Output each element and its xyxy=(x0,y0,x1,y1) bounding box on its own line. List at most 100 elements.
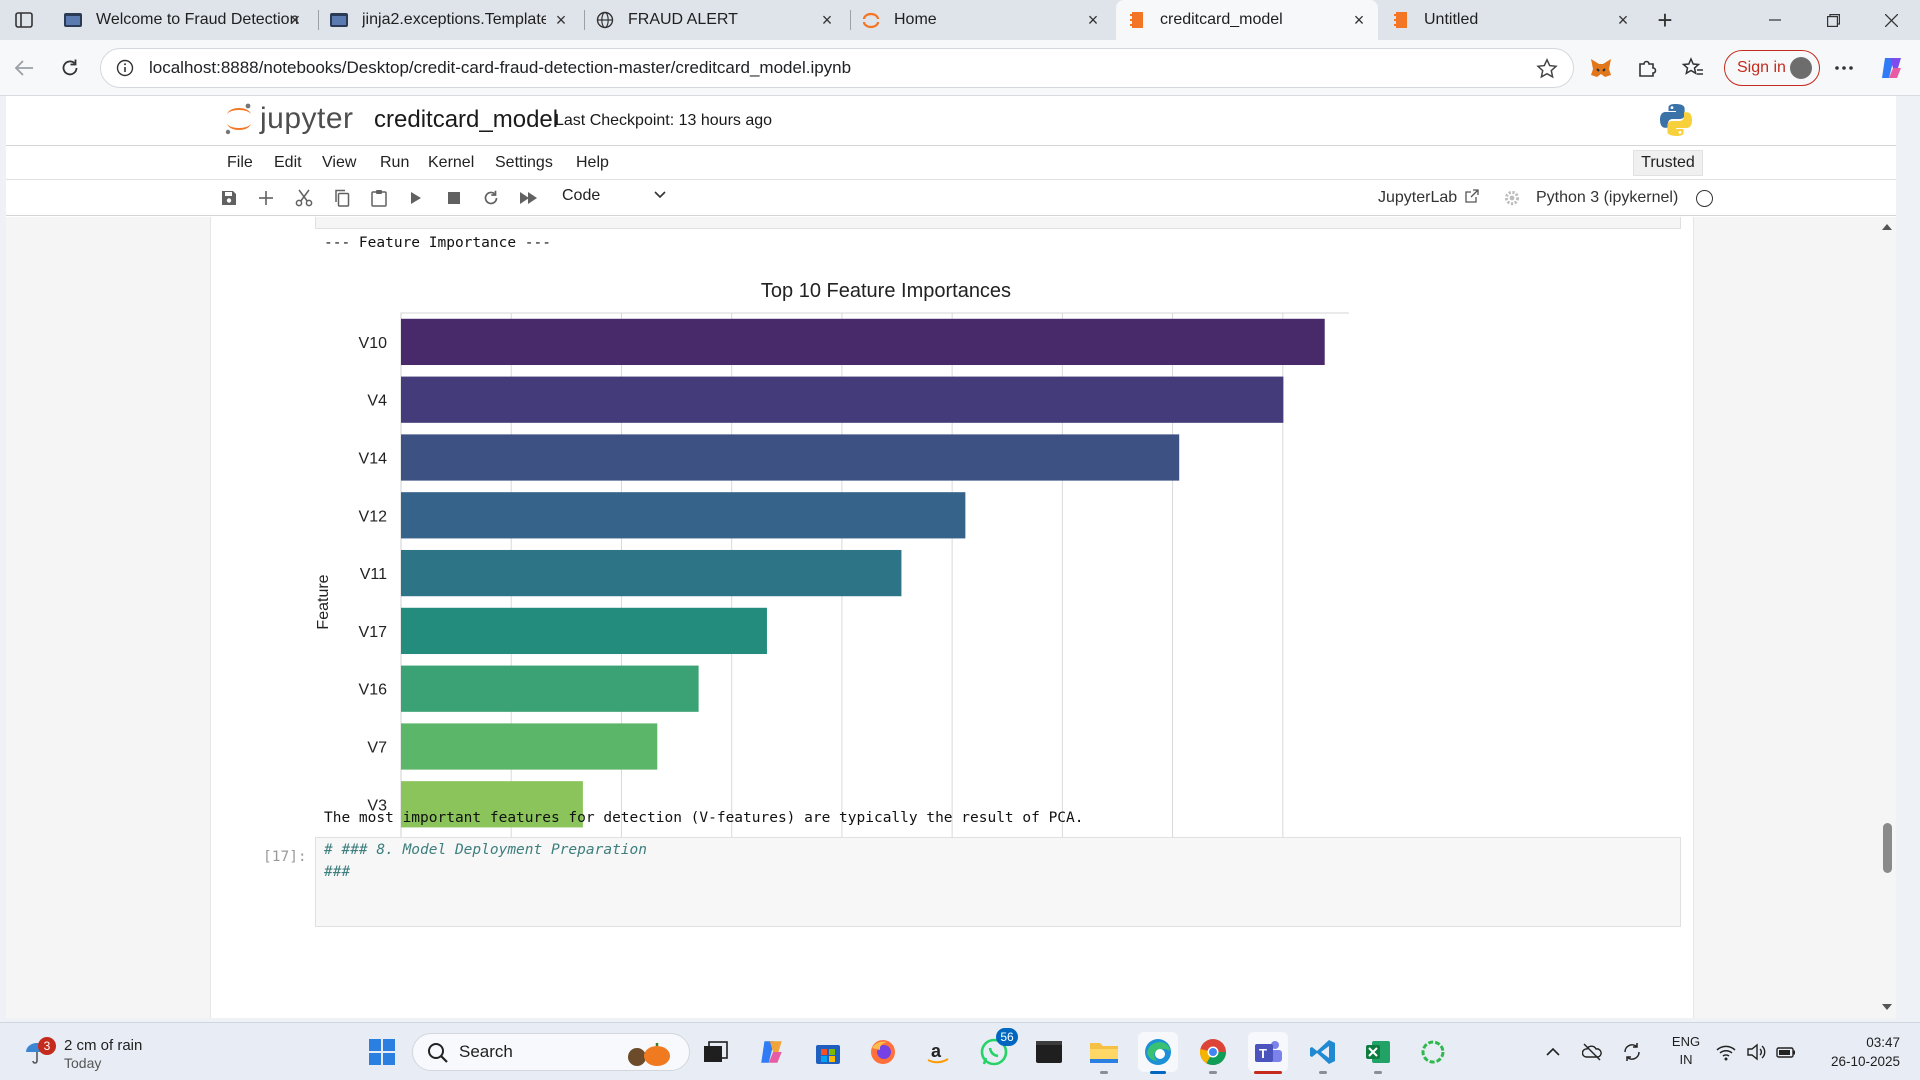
scroll-up-arrow-icon[interactable] xyxy=(1881,221,1893,233)
close-icon[interactable]: × xyxy=(555,9,567,30)
taskbar-edge[interactable] xyxy=(1138,1032,1178,1074)
minimize-button[interactable] xyxy=(1746,0,1804,40)
restart-kernel-button[interactable] xyxy=(480,187,502,209)
taskbar-app-ring[interactable] xyxy=(1413,1032,1453,1072)
taskbar-store[interactable] xyxy=(808,1032,848,1072)
menu-run[interactable]: Run xyxy=(380,154,410,171)
running-indicator xyxy=(1100,1071,1108,1074)
close-icon[interactable]: × xyxy=(1353,9,1365,30)
interrupt-kernel-button[interactable] xyxy=(443,187,465,209)
tab-fraud-alert[interactable]: FRAUD ALERT × xyxy=(584,0,846,40)
favorites-button[interactable] xyxy=(1679,54,1707,82)
terminal-icon xyxy=(1036,1041,1062,1063)
close-icon[interactable]: × xyxy=(1087,9,1099,30)
teams-icon: T xyxy=(1255,1041,1282,1062)
loading-ring-icon xyxy=(1421,1040,1445,1064)
notebook-title[interactable]: creditcard_model xyxy=(374,106,559,133)
bar xyxy=(401,434,1180,481)
back-button[interactable] xyxy=(10,54,38,82)
code-cell-editor[interactable]: # ### 8. Model Deployment Preparation ##… xyxy=(315,837,1681,927)
puzzle-icon xyxy=(1639,60,1657,77)
close-icon xyxy=(1884,13,1898,27)
notebook-scroll-area[interactable]: --- Feature Importance --- 0.000.020.040… xyxy=(6,217,1896,1018)
copilot-button[interactable] xyxy=(1878,54,1906,82)
settings-more-button[interactable] xyxy=(1830,54,1858,82)
onedrive-offline-icon[interactable] xyxy=(1582,1042,1602,1062)
metamask-extension[interactable] xyxy=(1587,54,1615,82)
refresh-button[interactable] xyxy=(56,54,84,82)
y-tick-label: V7 xyxy=(367,740,387,757)
taskbar-terminal[interactable] xyxy=(1029,1032,1069,1072)
restore-button[interactable] xyxy=(1804,0,1862,40)
gear-icon xyxy=(1504,190,1520,206)
weather-summary: 2 cm of rain xyxy=(64,1037,143,1054)
taskbar-excel[interactable] xyxy=(1358,1032,1398,1074)
taskbar-whatsapp[interactable]: 56 xyxy=(974,1028,1018,1072)
taskbar-copilot[interactable] xyxy=(752,1032,792,1072)
taskbar-firefox[interactable] xyxy=(863,1032,903,1072)
workspaces-button[interactable] xyxy=(10,8,38,32)
taskbar-amazon[interactable]: a xyxy=(918,1032,958,1072)
tab-untitled[interactable]: Untitled × xyxy=(1380,0,1642,40)
running-indicator xyxy=(1254,1071,1282,1074)
tab-welcome[interactable]: Welcome to Fraud Detection × xyxy=(52,0,314,40)
taskbar-file-explorer[interactable] xyxy=(1084,1032,1124,1074)
chevron-up-icon[interactable] xyxy=(1543,1042,1563,1062)
taskbar-vscode[interactable] xyxy=(1303,1032,1343,1074)
volume-icon[interactable] xyxy=(1746,1042,1766,1062)
address-bar[interactable]: localhost:8888/notebooks/Desktop/credit-… xyxy=(100,48,1574,88)
menu-view[interactable]: View xyxy=(322,154,357,171)
jupyter-logo[interactable]: jupyter xyxy=(224,102,354,136)
sync-icon[interactable] xyxy=(1622,1042,1642,1062)
menu-kernel[interactable]: Kernel xyxy=(428,154,475,171)
tab-title: Home xyxy=(894,11,937,28)
trusted-indicator[interactable]: Trusted xyxy=(1633,150,1703,176)
battery-icon[interactable] xyxy=(1776,1042,1796,1062)
kernel-name[interactable]: Python 3 (ipykernel) xyxy=(1536,189,1679,206)
sign-in-button[interactable]: Sign in xyxy=(1724,50,1820,86)
close-icon[interactable]: × xyxy=(289,9,301,30)
taskbar-chrome[interactable] xyxy=(1193,1032,1233,1074)
bar xyxy=(401,607,767,655)
taskbar-search[interactable]: Search xyxy=(412,1033,690,1071)
close-icon[interactable]: × xyxy=(1617,9,1629,30)
input-language-indicator[interactable]: ENG IN xyxy=(1668,1033,1704,1069)
tab-creditcard-model[interactable]: creditcard_model × xyxy=(1116,0,1378,40)
excel-icon xyxy=(1366,1041,1390,1063)
wifi-icon[interactable] xyxy=(1716,1042,1736,1062)
start-button[interactable] xyxy=(362,1032,402,1072)
tab-jinja-error[interactable]: jinja2.exceptions.TemplateSy × xyxy=(318,0,580,40)
close-window-button[interactable] xyxy=(1862,0,1920,40)
tab-actions-icon xyxy=(15,12,33,28)
run-cell-button[interactable] xyxy=(405,187,427,209)
extensions-button[interactable] xyxy=(1633,54,1661,82)
save-button[interactable] xyxy=(218,187,240,209)
favorite-star-icon[interactable] xyxy=(1535,57,1559,81)
weather-widget[interactable]: 3 2 cm of rain Today xyxy=(24,1031,164,1073)
new-tab-button[interactable]: + xyxy=(1650,5,1680,35)
copy-button[interactable] xyxy=(331,187,353,209)
insert-cell-button[interactable] xyxy=(255,187,277,209)
tab-home[interactable]: Home × xyxy=(850,0,1112,40)
site-info-icon[interactable] xyxy=(111,54,139,82)
menu-file[interactable]: File xyxy=(227,154,253,171)
code-line: # ### 8. Model Deployment Preparation xyxy=(324,842,648,858)
menu-settings[interactable]: Settings xyxy=(495,154,553,171)
scroll-down-arrow-icon[interactable] xyxy=(1881,1001,1893,1013)
cut-button[interactable] xyxy=(293,187,315,209)
taskbar-teams[interactable]: T xyxy=(1248,1032,1288,1074)
taskbar-clock[interactable]: 03:47 26-10-2025 xyxy=(1810,1033,1900,1071)
restart-run-all-button[interactable] xyxy=(518,187,540,209)
jupyterlab-link[interactable]: JupyterLab xyxy=(1378,189,1479,207)
task-view-button[interactable] xyxy=(696,1032,736,1072)
close-icon[interactable]: × xyxy=(821,9,833,30)
vertical-scrollbar[interactable] xyxy=(1878,217,1896,1018)
bar xyxy=(401,665,699,712)
scrollbar-thumb[interactable] xyxy=(1883,823,1892,873)
paste-button[interactable] xyxy=(368,187,390,209)
menu-edit[interactable]: Edit xyxy=(274,154,302,171)
pumpkin-icon xyxy=(628,1043,670,1066)
cell-type-select[interactable]: Code xyxy=(562,187,666,209)
menu-help[interactable]: Help xyxy=(576,154,609,171)
y-tick-label: V12 xyxy=(359,508,388,525)
